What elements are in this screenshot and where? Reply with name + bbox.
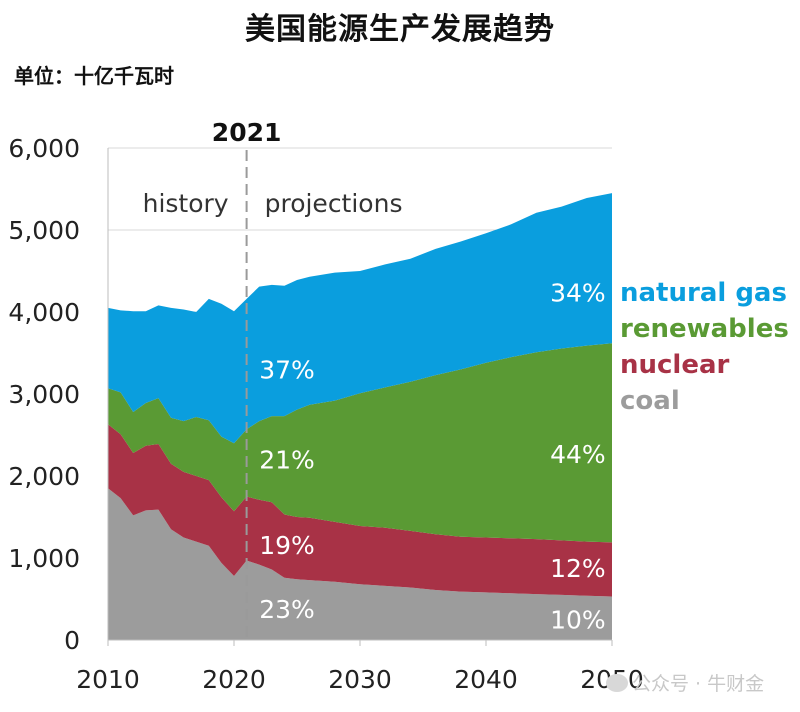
marker-2021-label: 2021: [212, 118, 282, 147]
watermark: 公众号 · 牛财金: [606, 669, 764, 696]
y-tick-label: 3,000: [8, 380, 80, 409]
wechat-icon: [606, 674, 628, 692]
share-data-label: 21%: [259, 446, 315, 475]
y-tick-label: 5,000: [8, 216, 80, 245]
legend-item-renewables: renewables: [620, 314, 789, 344]
share-data-label: 12%: [550, 554, 606, 583]
y-tick-label: 6,000: [8, 134, 80, 163]
share-data-label: 37%: [259, 355, 315, 384]
area-natural-gas: [108, 193, 612, 444]
history-label: history: [143, 189, 229, 218]
legend-item-natural-gas: natural gas: [620, 278, 787, 308]
x-tick-label: 2040: [454, 665, 518, 694]
legend-item-coal: coal: [620, 386, 680, 416]
y-tick-label: 2,000: [8, 462, 80, 491]
x-tick-label: 2020: [202, 665, 266, 694]
area-nuclear: [108, 424, 612, 597]
share-data-label: 34%: [550, 278, 606, 307]
chart-title: 美国能源生产发展趋势: [245, 12, 555, 47]
x-tick-label: 2010: [76, 665, 140, 694]
area-coal: [108, 488, 612, 640]
share-data-label: 19%: [259, 531, 315, 560]
share-data-label: 44%: [550, 440, 606, 469]
share-data-label: 23%: [259, 595, 315, 624]
y-tick-label: 0: [64, 626, 80, 655]
projections-label: projections: [265, 189, 403, 218]
share-data-label: 10%: [550, 606, 606, 635]
watermark-text: 公众号 · 牛财金: [632, 673, 765, 695]
area-renewables: [108, 343, 612, 543]
x-tick-label: 2030: [328, 665, 392, 694]
y-tick-label: 1,000: [8, 544, 80, 573]
legend-item-nuclear: nuclear: [620, 350, 730, 380]
y-tick-label: 4,000: [8, 298, 80, 327]
unit-label: 单位：十亿千瓦时: [14, 64, 174, 88]
